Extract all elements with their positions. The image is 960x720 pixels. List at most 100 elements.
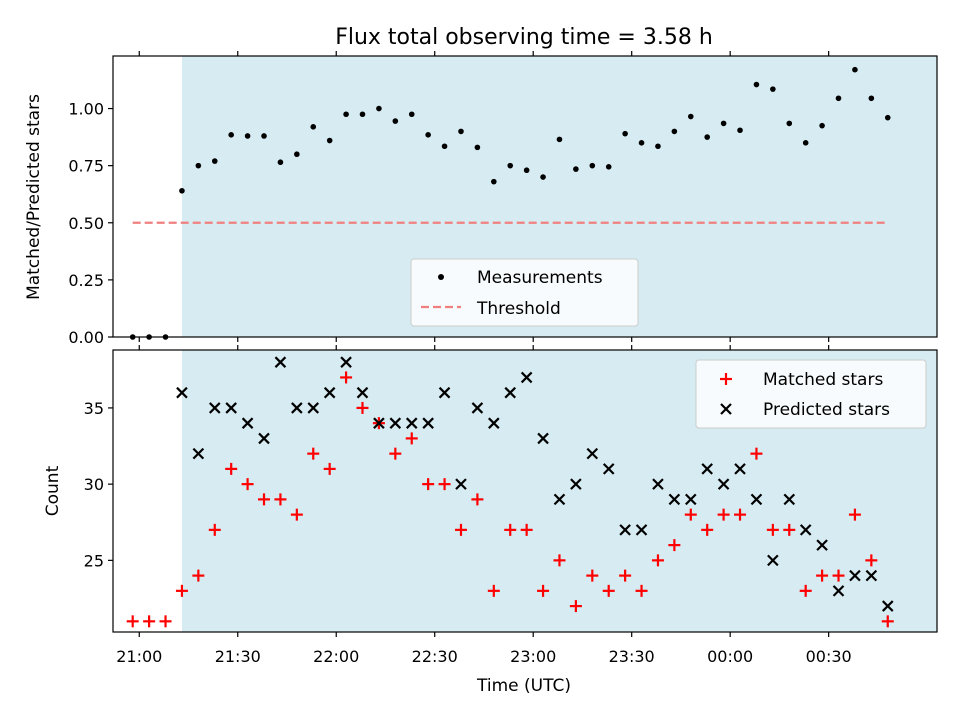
measurement-point (605, 164, 612, 170)
predicted-star-point (734, 463, 746, 475)
predicted-star-point (619, 524, 631, 536)
measurement-point (491, 178, 497, 185)
measurement-point (573, 166, 579, 172)
measurement-point (802, 140, 809, 146)
matched-star-point (208, 523, 221, 536)
predicted-star-point (373, 417, 385, 429)
matched-star-point (602, 584, 615, 597)
predicted-star-point (389, 417, 402, 429)
measurement-point (343, 111, 349, 118)
top-ytick-label: 0.00 (68, 328, 104, 347)
matched-star-point (471, 493, 484, 506)
predicted-star-point (488, 417, 500, 429)
predicted-star-point (832, 585, 845, 597)
matched-star-point (225, 462, 238, 475)
measurement-point (655, 143, 661, 150)
matched-star-point (356, 401, 369, 414)
top-marks (129, 66, 891, 340)
legend-matched-marker (720, 373, 732, 385)
matched-star-point (569, 600, 582, 613)
predicted-star-point (685, 493, 697, 506)
predicted-star-point (208, 402, 221, 414)
xtick-label: 22:00 (313, 647, 359, 666)
measurement-point (408, 111, 415, 118)
top-legend: Measurements Threshold (410, 258, 639, 327)
xtick-label: 00:30 (806, 647, 852, 666)
predicted-star-point (258, 432, 270, 445)
matched-star-point (635, 584, 648, 597)
predicted-star-point (225, 402, 237, 414)
measurement-point (770, 86, 776, 92)
predicted-star-point (520, 371, 533, 384)
bottom-ytick-label: 35 (84, 399, 104, 418)
bottom-axes-frame (112, 349, 938, 633)
matched-star-point (454, 523, 467, 536)
chart-title: Flux total observing time = 3.58 h (335, 25, 713, 50)
top-ytick-label: 0.75 (68, 157, 104, 176)
bottom-ytick-label: 30 (84, 475, 104, 494)
matched-star-point (323, 462, 336, 475)
matched-star-point (619, 569, 632, 582)
predicted-star-point (192, 447, 205, 460)
matched-star-point (701, 523, 714, 536)
bottom-marks (126, 356, 894, 628)
measurement-point (671, 128, 678, 135)
matched-star-point (668, 539, 681, 552)
matched-star-point (241, 478, 254, 491)
predicted-star-point (405, 417, 418, 429)
predicted-star-point (652, 478, 664, 490)
matched-star-point (487, 584, 500, 597)
matched-star-point (340, 371, 353, 384)
matched-star-point (307, 447, 320, 460)
predicted-star-point (537, 432, 549, 445)
matched-star-point (881, 615, 894, 628)
predicted-star-point (849, 569, 861, 582)
measurement-point (392, 118, 399, 124)
matched-star-point (126, 615, 139, 628)
predicted-star-point (816, 539, 828, 551)
bottom-legend: Matched stars Predicted stars (695, 359, 927, 429)
bottom-ylabel: Count (43, 465, 63, 516)
xtick-label: 23:00 (510, 647, 556, 666)
predicted-star-point (553, 493, 566, 506)
measurement-point (589, 162, 596, 169)
top-panel: 0.00 0.25 0.50 0.75 1.00 Matched/Predicted s… (24, 51, 938, 347)
predicted-star-point (307, 402, 320, 414)
measurement-point (819, 122, 825, 129)
matched-star-point (290, 508, 303, 521)
matched-star-point (422, 478, 435, 491)
legend-threshold-label: Threshold (476, 299, 561, 319)
measurement-point (211, 158, 218, 164)
matched-star-point (651, 554, 664, 567)
measurement-point (852, 66, 858, 73)
bottom-ticks: 25 30 35 21:00 21:30 22:00 22:30 23:00 23:30 00:0… (84, 345, 852, 666)
measurement-point (458, 128, 464, 135)
predicted-star-point (340, 356, 352, 368)
predicted-star-point (881, 600, 894, 612)
measurement-point (261, 133, 267, 139)
measurement-point (310, 124, 317, 130)
matched-star-point (192, 569, 205, 582)
predicted-star-point (504, 386, 517, 399)
matched-star-point (504, 523, 517, 536)
predicted-star-point (701, 463, 713, 475)
measurement-point (687, 113, 694, 120)
measurement-point (244, 133, 251, 139)
measurement-point (523, 167, 530, 174)
top-ytick-label: 1.00 (68, 100, 104, 119)
measurement-point (786, 120, 793, 127)
predicted-star-point (865, 569, 878, 582)
predicted-star-point (438, 386, 451, 399)
predicted-star-point (717, 478, 730, 490)
matched-star-point (389, 447, 402, 460)
measurement-point (753, 81, 760, 88)
xtick-label: 23:30 (609, 647, 655, 666)
bottom-legend-box (695, 359, 927, 429)
predicted-star-point (455, 478, 467, 490)
bottom-ytick-label: 25 (84, 551, 104, 570)
measurement-point (622, 130, 628, 137)
predicted-star-point (668, 493, 681, 506)
legend-measurements-marker (438, 274, 444, 280)
legend-matched-label: Matched stars (763, 370, 883, 390)
